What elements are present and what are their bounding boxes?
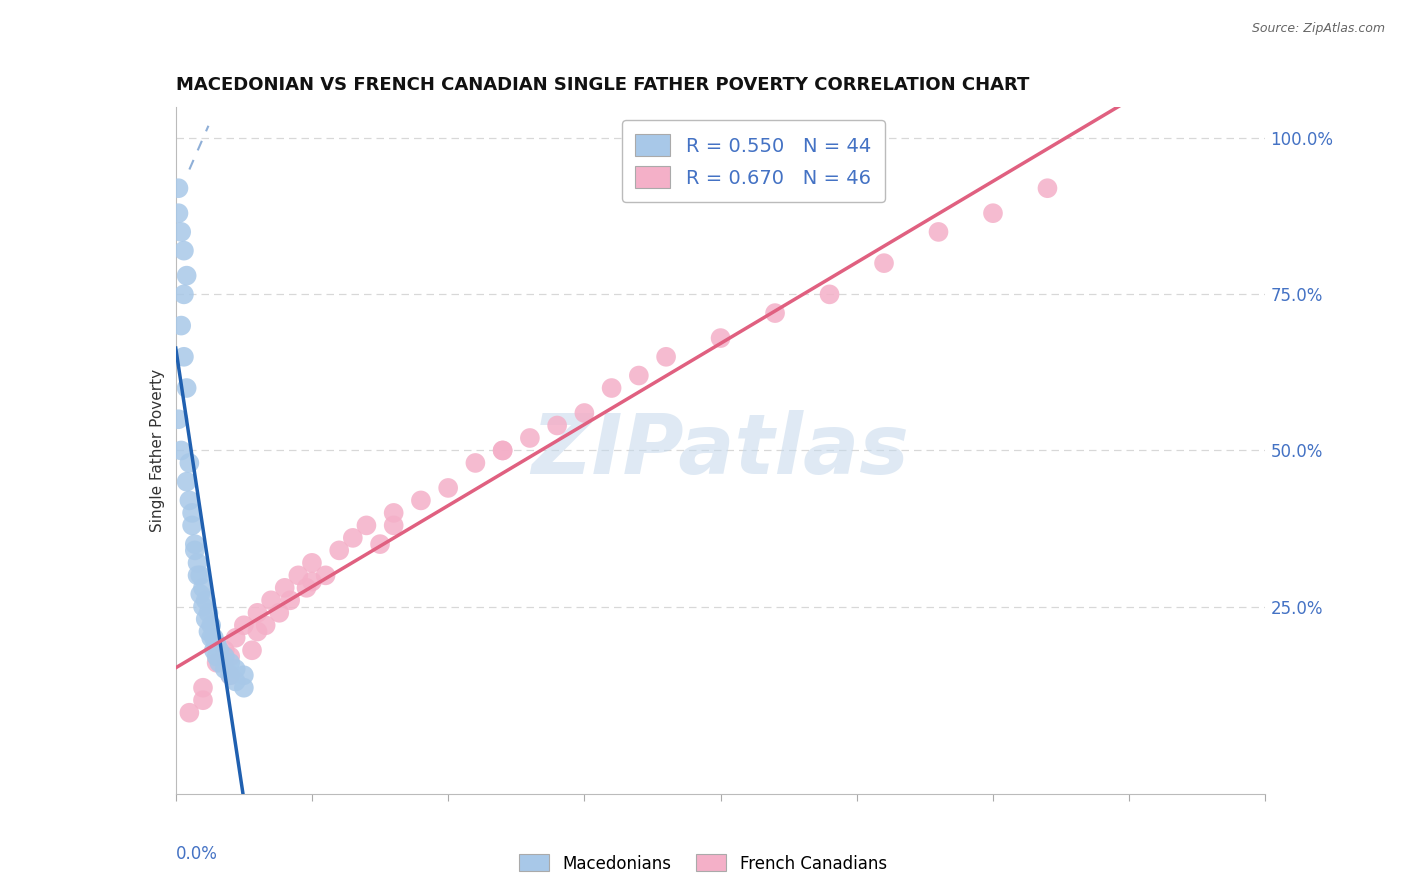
Point <box>191 599 214 614</box>
Point <box>205 656 228 670</box>
Point <box>179 493 201 508</box>
Point <box>600 381 623 395</box>
Point <box>981 206 1004 220</box>
Point <box>214 649 236 664</box>
Point <box>179 456 201 470</box>
Point <box>301 574 323 589</box>
Point <box>219 656 242 670</box>
Text: Source: ZipAtlas.com: Source: ZipAtlas.com <box>1251 22 1385 36</box>
Point <box>328 543 350 558</box>
Point <box>382 506 405 520</box>
Point <box>225 674 247 689</box>
Point <box>176 268 198 283</box>
Text: 0.0%: 0.0% <box>176 846 218 863</box>
Point <box>191 693 214 707</box>
Point <box>409 493 432 508</box>
Point <box>214 643 236 657</box>
Point <box>219 649 242 664</box>
Y-axis label: Single Father Poverty: Single Father Poverty <box>149 369 165 532</box>
Point <box>170 225 193 239</box>
Point <box>274 581 297 595</box>
Point <box>167 412 190 426</box>
Point <box>368 537 391 551</box>
Point <box>176 381 198 395</box>
Point <box>184 543 207 558</box>
Point <box>186 568 209 582</box>
Point <box>254 618 277 632</box>
Point <box>287 568 309 582</box>
Point <box>176 475 198 489</box>
Point <box>202 643 225 657</box>
Point <box>492 443 515 458</box>
Point <box>186 556 209 570</box>
Point <box>167 181 190 195</box>
Point <box>225 631 247 645</box>
Point <box>382 518 405 533</box>
Point <box>170 318 193 333</box>
Point <box>710 331 733 345</box>
Point <box>191 581 214 595</box>
Point <box>763 306 786 320</box>
Point <box>232 668 254 682</box>
Point <box>181 506 204 520</box>
Point <box>191 681 214 695</box>
Point <box>269 606 291 620</box>
Point <box>1036 181 1059 195</box>
Point <box>928 225 950 239</box>
Point <box>232 681 254 695</box>
Point <box>170 443 193 458</box>
Point <box>342 531 364 545</box>
Point <box>356 518 378 533</box>
Point <box>202 631 225 645</box>
Point <box>246 624 269 639</box>
Point <box>232 618 254 632</box>
Point <box>278 593 301 607</box>
Point <box>173 350 195 364</box>
Point <box>873 256 896 270</box>
Point <box>200 631 222 645</box>
Point <box>167 206 190 220</box>
Point <box>214 662 236 676</box>
Point <box>655 350 678 364</box>
Point <box>188 587 211 601</box>
Point <box>179 706 201 720</box>
Point <box>225 662 247 676</box>
Point <box>205 637 228 651</box>
Point <box>173 244 195 258</box>
Point <box>197 624 219 639</box>
Legend: Macedonians, French Canadians: Macedonians, French Canadians <box>512 847 894 880</box>
Point <box>295 581 318 595</box>
Point <box>208 643 231 657</box>
Point <box>194 593 217 607</box>
Point <box>205 649 228 664</box>
Point <box>437 481 460 495</box>
Point <box>197 606 219 620</box>
Point <box>208 656 231 670</box>
Text: ZIPatlas: ZIPatlas <box>531 410 910 491</box>
Point <box>627 368 650 383</box>
Point <box>194 612 217 626</box>
Point <box>219 668 242 682</box>
Point <box>818 287 841 301</box>
Legend: R = 0.550   N = 44, R = 0.670   N = 46: R = 0.550 N = 44, R = 0.670 N = 46 <box>621 120 884 202</box>
Point <box>315 568 337 582</box>
Text: MACEDONIAN VS FRENCH CANADIAN SINGLE FATHER POVERTY CORRELATION CHART: MACEDONIAN VS FRENCH CANADIAN SINGLE FAT… <box>176 77 1029 95</box>
Point <box>200 618 222 632</box>
Point <box>188 568 211 582</box>
Point <box>184 537 207 551</box>
Point <box>492 443 515 458</box>
Point <box>464 456 486 470</box>
Point <box>246 606 269 620</box>
Point <box>260 593 283 607</box>
Point <box>519 431 541 445</box>
Point <box>240 643 263 657</box>
Point <box>301 556 323 570</box>
Point <box>574 406 596 420</box>
Point <box>219 668 242 682</box>
Point <box>173 287 195 301</box>
Point <box>181 518 204 533</box>
Point <box>546 418 568 433</box>
